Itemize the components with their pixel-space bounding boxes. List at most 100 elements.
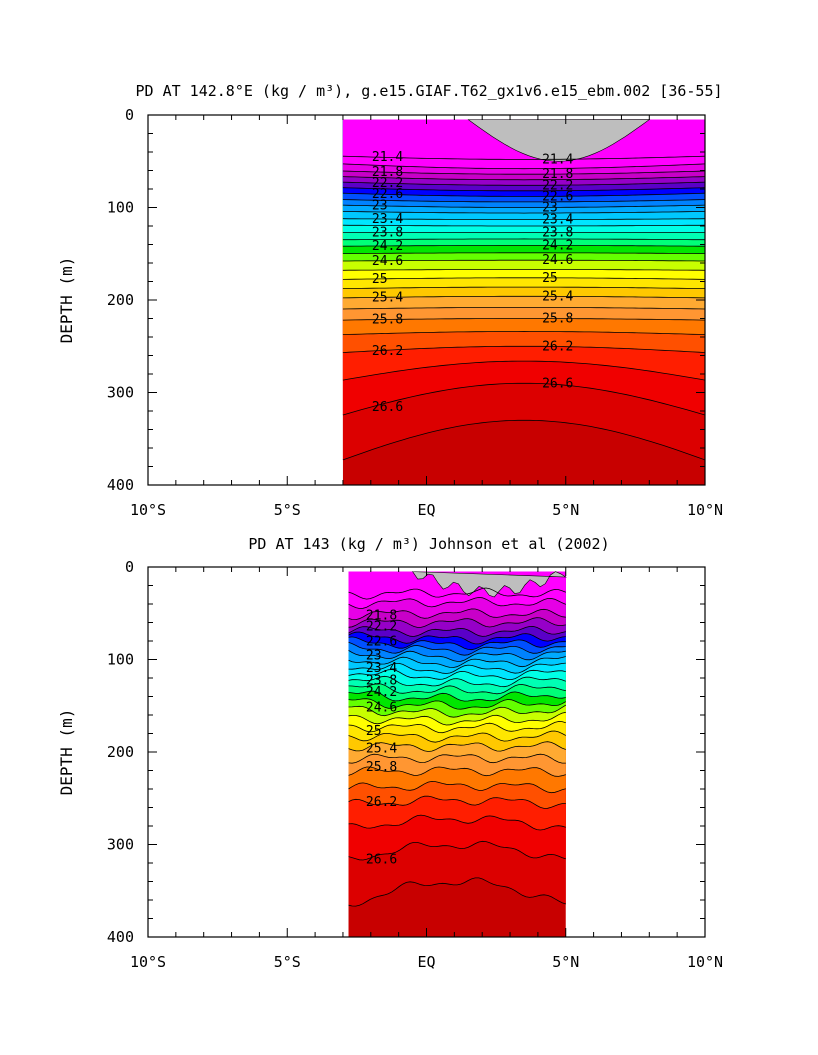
y-tick-label: 0 <box>125 106 134 124</box>
axes: 10°S 5°S EQ 5°N 10°N 0 100 200 300 400 <box>107 106 723 519</box>
contour-line-23.6 <box>348 669 566 681</box>
contour-label: 24.6 <box>542 253 573 268</box>
contour-line-25.2 <box>342 286 705 289</box>
contour-line-24.2 <box>342 245 705 247</box>
contour-line-24.8 <box>348 711 566 726</box>
contour-label: 23.8 <box>542 225 573 240</box>
chart-title-model: PD AT 142.8°E (kg / m³), g.e15.GIAF.T62_… <box>136 82 723 100</box>
contour-label: 23.8 <box>366 674 397 689</box>
contour-line-24.8 <box>342 269 705 271</box>
masked-region <box>411 571 567 598</box>
contour-label: 24.6 <box>372 254 403 269</box>
contour-label: 26.6 <box>366 853 397 868</box>
contour-label: 21.4 <box>542 152 573 167</box>
contour-line-26 <box>342 330 705 335</box>
contour-line-22.4 <box>348 631 566 645</box>
contour-line-24.2 <box>348 690 566 702</box>
y-tick-label: 100 <box>107 651 134 669</box>
contour-label: 23.4 <box>366 661 397 676</box>
contour-line-26.6 <box>342 382 705 416</box>
contour-label: 23.8 <box>372 225 403 240</box>
y-axis-label-observed: DEPTH (m) <box>57 709 76 796</box>
y-tick-label: 400 <box>107 928 134 946</box>
contour-label: 23 <box>372 199 388 214</box>
contour-line-21.4 <box>342 155 705 160</box>
contour-label: 26.6 <box>542 377 573 392</box>
contour-line-23.8 <box>348 675 566 688</box>
contour-line-26 <box>348 780 566 794</box>
contour-line-24.4 <box>342 252 705 254</box>
contour-line-22.4 <box>342 187 705 192</box>
contour-label: 23 <box>542 200 558 215</box>
y-tick-label: 300 <box>107 836 134 854</box>
contour-label: 22.2 <box>366 620 397 635</box>
contour-line-24.6 <box>348 704 567 718</box>
contour-line-25 <box>342 277 705 280</box>
contour-label: 25 <box>372 272 388 287</box>
x-tick-label: 5°S <box>274 953 301 971</box>
contour-line-21.8 <box>342 170 705 175</box>
contour-line-23 <box>342 204 705 208</box>
x-tick-label: 5°S <box>274 501 301 519</box>
contour-line-21.6 <box>348 596 566 609</box>
contour-line-24.4 <box>348 698 566 710</box>
contour-line-22.6 <box>342 192 705 197</box>
contour-line-24 <box>342 238 705 241</box>
contour-line-26.2 <box>348 795 566 809</box>
contour-label: 22.6 <box>366 635 397 650</box>
contour-line-21.6 <box>342 163 705 170</box>
contour-label: 22.6 <box>372 187 403 202</box>
contour-line-25.8 <box>342 318 705 321</box>
contour-line-25.4 <box>342 295 705 299</box>
contour-label: 25 <box>542 271 558 286</box>
contour-label: 26.2 <box>372 344 403 359</box>
contour-line-23 <box>348 650 566 662</box>
y-tick-label: 200 <box>107 291 134 309</box>
x-tick-label: 5°N <box>552 953 579 971</box>
y-tick-label: 100 <box>107 199 134 217</box>
contour-line-21.8 <box>348 608 566 621</box>
masked-region <box>467 119 651 162</box>
y-axis-label-model: DEPTH (m) <box>57 257 76 344</box>
contour-line-22.2 <box>342 181 705 186</box>
contour-line-26.8 <box>348 877 566 907</box>
contour-line-24.6 <box>342 259 705 262</box>
contour-line-22 <box>348 617 566 628</box>
contour-label: 22.2 <box>372 176 403 191</box>
x-tick-label: EQ <box>417 501 435 519</box>
contour-label: 25.8 <box>542 312 573 327</box>
contour-label: 24.2 <box>372 239 403 254</box>
contour-line-25.2 <box>348 730 566 743</box>
y-tick-label: 0 <box>125 558 134 576</box>
contour-label: 25.4 <box>542 289 573 304</box>
contour-line-25 <box>348 721 566 734</box>
contour-line-22.8 <box>348 641 566 656</box>
contour-line-21.4 <box>348 587 566 600</box>
contour-line-23.4 <box>348 662 566 674</box>
contour-line-22.2 <box>348 625 566 637</box>
contour-line-23.2 <box>348 656 566 668</box>
contour-fills <box>348 571 567 937</box>
contour-line-26.4 <box>342 360 705 381</box>
contour-line-25.4 <box>348 741 566 752</box>
x-tick-label: 10°S <box>130 953 166 971</box>
contour-line-22.8 <box>342 199 705 203</box>
x-tick-label: 10°N <box>687 501 723 519</box>
contour-line-25.6 <box>348 753 566 764</box>
contour-line-22 <box>342 176 705 181</box>
y-tick-label: 300 <box>107 384 134 402</box>
x-tick-label: 10°N <box>687 953 723 971</box>
contour-label: 21.8 <box>542 167 573 182</box>
contour-label: 22.2 <box>542 178 573 193</box>
contour-line-26.2 <box>342 345 705 353</box>
contour-line-23.4 <box>342 218 705 220</box>
contour-label: 24.2 <box>542 238 573 253</box>
contour-label: 26.2 <box>542 339 573 354</box>
y-tick-label: 200 <box>107 743 134 761</box>
panel-model: PD AT 142.8°E (kg / m³), g.e15.GIAF.T62_… <box>57 82 723 519</box>
contour-label: 26.2 <box>366 795 397 810</box>
contour-label: 21.8 <box>372 165 403 180</box>
contour-label: 24.6 <box>366 701 397 716</box>
